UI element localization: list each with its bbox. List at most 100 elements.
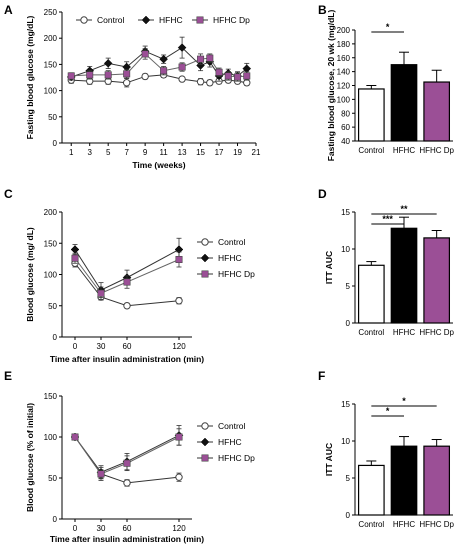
legend-0-point	[201, 238, 209, 246]
category-label: Control	[358, 520, 384, 529]
bar	[357, 464, 385, 516]
panel-letter: B	[318, 3, 327, 17]
panel-f: F 0 5 10 15 Control HFHC HFHC Dp * * ITT AUC	[318, 369, 455, 529]
x-tick-label: 19	[233, 148, 242, 157]
x-tick-label: 0	[73, 524, 78, 533]
series-1-point	[196, 61, 205, 70]
legend-label: Control	[218, 237, 246, 247]
series-line	[74, 249, 180, 291]
x-tick-label: 7	[124, 148, 129, 157]
legend: Control HFHC HFHC Dp	[76, 15, 250, 25]
y-axis-title: ITT AUC	[324, 443, 334, 476]
y-tick-label: 150	[44, 60, 58, 69]
series-2-point	[97, 470, 105, 478]
y-tick-label: 60	[341, 123, 350, 132]
y-tick-label: 100	[44, 271, 58, 280]
y-tick-label: 200	[44, 208, 58, 217]
series-2-point	[123, 459, 131, 467]
y-tick-label: 120	[337, 82, 351, 91]
y-tick-label: 5	[346, 474, 351, 483]
y-tick-label: 100	[44, 433, 58, 442]
series-2-point	[86, 71, 94, 79]
legend-0-point	[201, 422, 209, 430]
bar	[357, 88, 385, 142]
y-tick-label: 150	[44, 392, 58, 401]
series-2-point	[234, 73, 242, 81]
category-label: HFHC	[393, 146, 415, 155]
x-axis-title: Time (weeks)	[132, 160, 185, 170]
x-tick-label: 60	[123, 524, 132, 533]
x-tick-label: 3	[87, 148, 92, 157]
category-label: HFHC	[393, 328, 415, 337]
x-tick-label: 9	[143, 148, 148, 157]
x-tick-label: 30	[97, 524, 106, 533]
x-tick-label: 11	[159, 148, 168, 157]
x-tick-label: 0	[73, 342, 78, 351]
series-1-point	[177, 43, 187, 52]
series-2-point	[178, 63, 186, 71]
bar	[390, 445, 418, 516]
series-2-point	[71, 433, 79, 441]
legend-0-point	[80, 16, 88, 24]
bar	[423, 445, 451, 516]
y-tick-label: 0	[53, 333, 58, 342]
category-label: Control	[358, 328, 384, 337]
panel-c: C 0 50 100 150 200 0 30 60 120 Time after insulin …	[4, 187, 255, 364]
x-tick-label: 17	[215, 148, 224, 157]
y-tick-label: 40	[341, 137, 350, 146]
y-axis-title: ITT AUC	[324, 251, 334, 284]
y-axis-title: Blood glucose (mg/ dL)	[25, 227, 35, 322]
x-tick-label: 1	[69, 148, 74, 157]
bar	[357, 264, 385, 324]
series-1-point	[159, 54, 168, 64]
series-0-point	[122, 79, 131, 87]
y-tick-label: 0	[346, 319, 351, 328]
series-hfhc-dp	[71, 251, 183, 300]
y-tick-label: 0	[53, 515, 58, 524]
legend-label: HFHC	[159, 15, 183, 25]
legend-2-point	[196, 16, 204, 24]
series-2-point	[123, 70, 131, 78]
legend-2-point	[201, 454, 209, 462]
legend: Control HFHC HFHC Dp	[197, 237, 255, 279]
x-tick-label: 15	[196, 148, 205, 157]
series-2-point	[97, 289, 105, 297]
y-tick-label: 50	[48, 474, 57, 483]
legend-1-point	[141, 15, 151, 25]
series-2-point	[197, 55, 205, 63]
legend-label: HFHC Dp	[213, 15, 250, 25]
y-axis-title: Fasting blood glucose (mg/dL)	[25, 15, 35, 139]
series-2-point	[67, 72, 75, 80]
y-tick-label: 10	[341, 245, 350, 254]
significance-label: *	[386, 406, 390, 416]
series-2-point	[206, 54, 214, 62]
x-axis-title: Time after insulin administration (min)	[50, 354, 204, 364]
y-tick-label: 180	[337, 40, 351, 49]
y-tick-label: 100	[337, 95, 351, 104]
series-hfhc-dp	[71, 428, 183, 481]
x-tick-label: 13	[178, 148, 187, 157]
legend-1-point	[200, 437, 210, 447]
series-0-point	[196, 77, 205, 86]
category-label: HFHC Dp	[419, 520, 454, 529]
panel-letter: A	[4, 3, 13, 17]
bar	[390, 64, 418, 142]
panel-b: B 40 60 80 100 120 140 160 180 200 Control HFHC HFHC…	[318, 3, 455, 161]
category-label: Control	[358, 146, 384, 155]
bar	[390, 227, 418, 324]
legend-2-point	[201, 270, 209, 278]
y-tick-label: 50	[48, 113, 57, 122]
series-2-point	[175, 433, 183, 441]
legend-label: Control	[218, 421, 246, 431]
series-0-point	[178, 75, 186, 83]
legend-label: HFHC	[218, 437, 242, 447]
category-label: HFHC	[393, 520, 415, 529]
legend-label: HFHC	[218, 253, 242, 263]
series-hfhc-dp	[67, 48, 251, 82]
bar	[423, 237, 451, 324]
y-tick-label: 15	[341, 400, 350, 409]
